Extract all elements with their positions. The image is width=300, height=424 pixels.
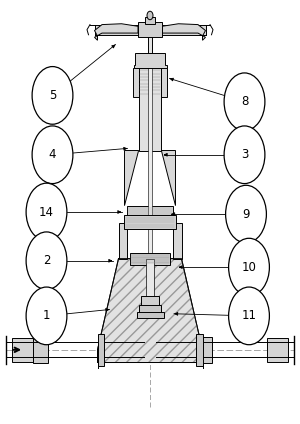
Polygon shape xyxy=(134,53,166,68)
Circle shape xyxy=(226,185,266,243)
Bar xyxy=(146,259,154,305)
Bar xyxy=(33,337,48,363)
Bar xyxy=(94,25,206,35)
Bar xyxy=(148,37,152,53)
Text: 1: 1 xyxy=(43,310,50,322)
Text: 4: 4 xyxy=(49,148,56,161)
Circle shape xyxy=(224,73,265,131)
Polygon shape xyxy=(94,24,138,40)
Bar xyxy=(133,68,139,97)
Circle shape xyxy=(229,287,269,345)
Text: 3: 3 xyxy=(241,148,248,161)
Text: 2: 2 xyxy=(43,254,50,267)
Bar xyxy=(138,22,162,37)
Bar xyxy=(136,312,164,318)
Bar xyxy=(196,337,211,363)
Polygon shape xyxy=(162,24,206,40)
Circle shape xyxy=(26,232,67,290)
Text: 14: 14 xyxy=(39,206,54,218)
Polygon shape xyxy=(98,259,202,363)
Circle shape xyxy=(32,67,73,124)
Circle shape xyxy=(229,238,269,296)
Bar xyxy=(139,305,161,313)
Bar xyxy=(196,334,202,366)
Bar xyxy=(139,68,161,151)
Circle shape xyxy=(147,11,153,20)
Polygon shape xyxy=(124,151,139,206)
Text: 5: 5 xyxy=(49,89,56,102)
Bar xyxy=(98,334,104,366)
Circle shape xyxy=(224,126,265,184)
Bar xyxy=(267,338,288,362)
Circle shape xyxy=(32,126,73,184)
Text: 10: 10 xyxy=(242,261,256,273)
Polygon shape xyxy=(118,223,127,259)
Text: 8: 8 xyxy=(241,95,248,108)
Bar xyxy=(12,338,33,362)
Circle shape xyxy=(26,287,67,345)
Bar xyxy=(145,17,155,24)
Circle shape xyxy=(26,183,67,241)
Polygon shape xyxy=(161,151,176,206)
Bar xyxy=(127,206,173,223)
Bar xyxy=(130,253,170,265)
Bar xyxy=(141,296,159,306)
Polygon shape xyxy=(173,223,181,259)
Text: 9: 9 xyxy=(242,208,250,220)
Bar xyxy=(161,68,167,97)
Bar xyxy=(148,68,152,288)
Bar xyxy=(124,215,176,229)
Text: 11: 11 xyxy=(242,310,256,322)
